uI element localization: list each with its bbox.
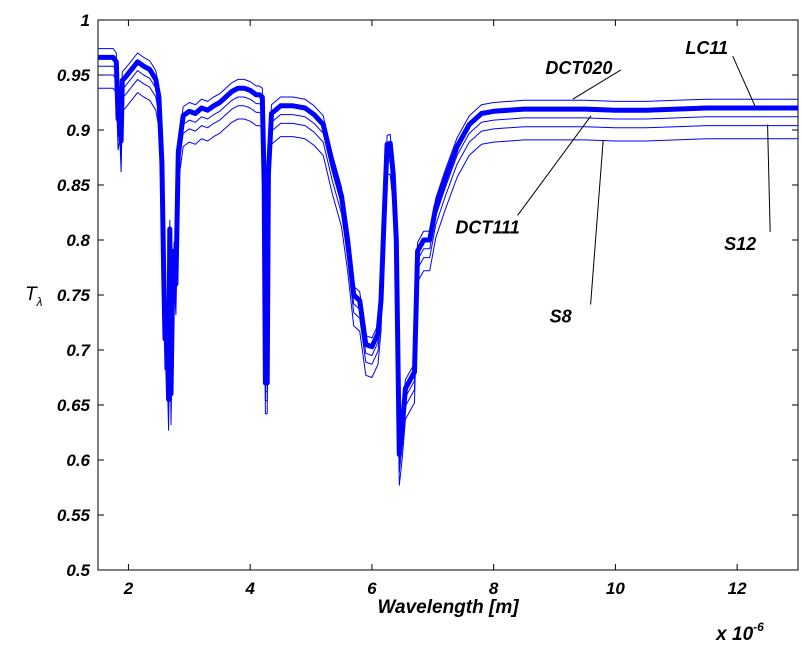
x-tick-label: 12 [728, 579, 747, 598]
y-tick-label: 0.7 [66, 341, 91, 360]
y-tick-label: 0.5 [66, 561, 90, 580]
x-tick-label: 4 [244, 579, 255, 598]
plot-area [97, 19, 799, 571]
y-tick-label: 0.85 [57, 176, 91, 195]
y-tick-label: 0.6 [66, 451, 90, 470]
x-tick-label: 6 [367, 579, 377, 598]
x-tick-label: 8 [489, 579, 499, 598]
y-tick-label: 0.75 [57, 286, 91, 305]
series-line-lc11 [98, 54, 798, 457]
y-tick-label: 1 [81, 11, 90, 30]
annotation-leader-lc11 [732, 55, 756, 108]
annotation-label-s12: S12 [724, 234, 756, 254]
y-axis-label-sub: λ [36, 295, 43, 309]
y-axis-label: Tλ [25, 284, 43, 309]
y-tick-label: 0.65 [57, 396, 91, 415]
annotation-leader-s8 [590, 139, 604, 305]
y-tick-label: 0.8 [66, 231, 90, 250]
annotation-label-dct020: DCT020 [545, 58, 612, 78]
x-multiplier-base: x 10 [715, 624, 753, 645]
annotation-leader-dct020 [572, 69, 622, 100]
y-tick-label: 0.55 [57, 506, 91, 525]
annotation-leader-dct111 [517, 115, 592, 216]
y-axis-label-main: T [25, 284, 38, 305]
x-tick-label: 10 [606, 579, 625, 598]
series-layer [98, 48, 798, 486]
x-multiplier: x 10-6 [715, 620, 764, 645]
y-tick-label: 0.9 [66, 121, 90, 140]
tick-layer: 2 4 6 8 10 12 0.5 0.55 0.6 0.65 0.7 0.75 0.8 0.85 0.9 0… [57, 11, 798, 598]
y-tick-label: 0.95 [57, 66, 91, 85]
x-axis-label: Wavelength [m] [377, 597, 519, 618]
x-tick-label: 2 [123, 579, 134, 598]
annotation-label-dct111: DCT111 [455, 217, 519, 237]
annotation-label-s8: S8 [550, 307, 572, 327]
annotation-leader-s12 [767, 124, 771, 232]
annotation-label-lc11: LC11 [685, 38, 728, 58]
x-multiplier-exponent: -6 [753, 620, 764, 634]
annotation-layer: DCT020 LC11 DCT111 S12 S8 [455, 38, 771, 327]
